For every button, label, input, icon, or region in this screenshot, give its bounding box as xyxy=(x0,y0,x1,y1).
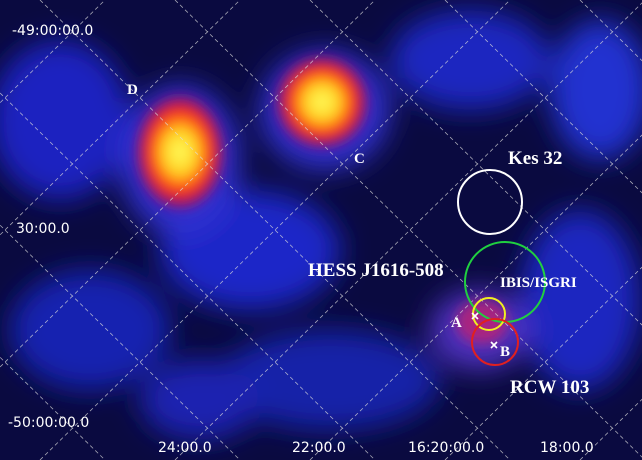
label: Kes 32 xyxy=(508,148,562,169)
grid-line xyxy=(174,0,642,458)
marker-a xyxy=(471,312,479,320)
ra-label: 22:00.0 xyxy=(292,440,346,456)
grid-line xyxy=(0,92,376,460)
kes-circle xyxy=(457,169,523,235)
dec-label: -49:00:00.0 xyxy=(12,23,93,39)
label: B xyxy=(500,344,510,360)
bright-sources xyxy=(132,52,508,344)
rcw-circle xyxy=(471,318,519,366)
grid-line xyxy=(39,0,511,460)
grid-line xyxy=(174,2,642,460)
dec-label: 30:00.0 xyxy=(16,221,70,237)
grid-line xyxy=(0,0,106,104)
marker-b xyxy=(490,341,498,349)
grid-line xyxy=(0,0,241,236)
label: RCW 103 xyxy=(510,377,589,398)
ra-label: 24:00.0 xyxy=(158,440,212,456)
grid-line xyxy=(39,0,511,460)
dec-label: -50:00:00.0 xyxy=(8,415,89,431)
grid-line xyxy=(0,0,376,368)
grid-line xyxy=(0,356,106,460)
grid-line xyxy=(0,224,241,460)
label: A xyxy=(451,315,462,331)
label: IBIS/ISGRI xyxy=(500,275,577,291)
label: C xyxy=(354,151,365,167)
label: HESS J1616-508 xyxy=(308,260,444,281)
label: D xyxy=(127,82,138,98)
ra-label: 16:20:00.0 xyxy=(408,440,484,456)
ra-label: 18:00.0 xyxy=(540,440,594,456)
markers xyxy=(471,312,498,349)
